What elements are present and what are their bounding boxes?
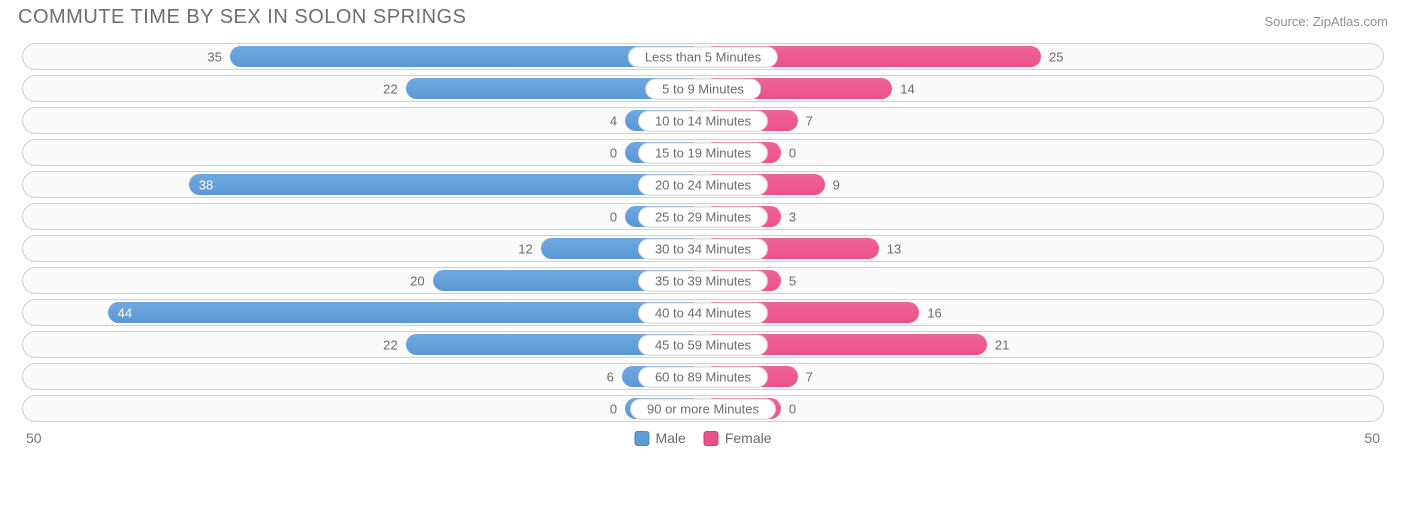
female-half: 16 <box>703 302 1379 323</box>
legend-female-swatch <box>704 431 719 446</box>
legend-male-swatch <box>634 431 649 446</box>
category-pill: 30 to 34 Minutes <box>638 238 768 259</box>
male-value: 4 <box>610 113 617 128</box>
male-value: 0 <box>610 145 617 160</box>
chart-row: 35 25 Less than 5 Minutes <box>22 43 1384 70</box>
chart-row: 38 9 20 to 24 Minutes <box>22 171 1384 198</box>
chart-title: COMMUTE TIME BY SEX IN SOLON SPRINGS <box>18 6 466 29</box>
legend-male-label: Male <box>655 430 685 446</box>
female-value: 0 <box>789 145 796 160</box>
female-value: 3 <box>789 209 796 224</box>
axis-right-max: 50 <box>1364 430 1380 446</box>
female-value: 21 <box>995 337 1009 352</box>
male-value: 0 <box>610 401 617 416</box>
female-half: 5 <box>703 270 1379 291</box>
female-half: 7 <box>703 110 1379 131</box>
legend-male: Male <box>634 430 685 446</box>
female-value: 7 <box>806 369 813 384</box>
category-pill: 90 or more Minutes <box>630 398 776 419</box>
male-bar <box>189 174 703 195</box>
axis-left-max: 50 <box>26 430 42 446</box>
female-half: 0 <box>703 142 1379 163</box>
category-pill: 60 to 89 Minutes <box>638 366 768 387</box>
male-half: 22 <box>27 78 703 99</box>
male-half: 12 <box>27 238 703 259</box>
female-value: 5 <box>789 273 796 288</box>
chart-row: 44 16 40 to 44 Minutes <box>22 299 1384 326</box>
chart-row: 22 21 45 to 59 Minutes <box>22 331 1384 358</box>
chart-row: 12 13 30 to 34 Minutes <box>22 235 1384 262</box>
female-half: 13 <box>703 238 1379 259</box>
female-value: 16 <box>927 305 941 320</box>
chart-header: COMMUTE TIME BY SEX IN SOLON SPRINGS Sou… <box>14 6 1392 29</box>
chart-rows: 3525Less than 5 Minutes22145 to 9 Minute… <box>14 43 1392 422</box>
chart-footer: 50 Male Female 50 <box>14 430 1392 446</box>
female-half: 21 <box>703 334 1379 355</box>
male-half: 44 <box>27 302 703 323</box>
male-value: 22 <box>383 337 397 352</box>
legend-female: Female <box>704 430 772 446</box>
female-value: 7 <box>806 113 813 128</box>
male-value: 12 <box>518 241 532 256</box>
category-pill: 35 to 39 Minutes <box>638 270 768 291</box>
male-half: 0 <box>27 398 703 419</box>
chart-source: Source: ZipAtlas.com <box>1264 14 1388 29</box>
male-value: 44 <box>118 305 132 320</box>
category-pill: 15 to 19 Minutes <box>638 142 768 163</box>
female-half: 0 <box>703 398 1379 419</box>
male-half: 20 <box>27 270 703 291</box>
female-half: 7 <box>703 366 1379 387</box>
category-pill: Less than 5 Minutes <box>628 46 778 67</box>
commute-chart: COMMUTE TIME BY SEX IN SOLON SPRINGS Sou… <box>0 0 1406 522</box>
male-value: 38 <box>199 177 213 192</box>
category-pill: 5 to 9 Minutes <box>645 78 761 99</box>
category-pill: 25 to 29 Minutes <box>638 206 768 227</box>
male-half: 0 <box>27 206 703 227</box>
male-value: 6 <box>607 369 614 384</box>
chart-row: 0 0 15 to 19 Minutes <box>22 139 1384 166</box>
male-value: 20 <box>410 273 424 288</box>
category-pill: 40 to 44 Minutes <box>638 302 768 323</box>
male-value: 0 <box>610 209 617 224</box>
chart-row: 6 7 60 to 89 Minutes <box>22 363 1384 390</box>
category-pill: 10 to 14 Minutes <box>638 110 768 131</box>
chart-row: 20 5 35 to 39 Minutes <box>22 267 1384 294</box>
male-half: 6 <box>27 366 703 387</box>
male-half: 35 <box>27 46 703 67</box>
male-value: 35 <box>207 49 221 64</box>
female-value: 14 <box>900 81 914 96</box>
category-pill: 20 to 24 Minutes <box>638 174 768 195</box>
male-half: 38 <box>27 174 703 195</box>
male-value: 22 <box>383 81 397 96</box>
chart-row: 4 7 10 to 14 Minutes <box>22 107 1384 134</box>
female-value: 13 <box>887 241 901 256</box>
female-value: 0 <box>789 401 796 416</box>
chart-row: 0 3 25 to 29 Minutes <box>22 203 1384 230</box>
male-half: 4 <box>27 110 703 131</box>
chart-row: 0 0 90 or more Minutes <box>22 395 1384 422</box>
legend-female-label: Female <box>725 430 772 446</box>
category-pill: 45 to 59 Minutes <box>638 334 768 355</box>
female-half: 25 <box>703 46 1379 67</box>
male-bar <box>108 302 703 323</box>
female-value: 9 <box>833 177 840 192</box>
female-value: 25 <box>1049 49 1063 64</box>
male-half: 0 <box>27 142 703 163</box>
chart-row: 22 14 5 to 9 Minutes <box>22 75 1384 102</box>
female-half: 3 <box>703 206 1379 227</box>
legend: Male Female <box>634 430 771 446</box>
female-half: 14 <box>703 78 1379 99</box>
female-half: 9 <box>703 174 1379 195</box>
male-half: 22 <box>27 334 703 355</box>
